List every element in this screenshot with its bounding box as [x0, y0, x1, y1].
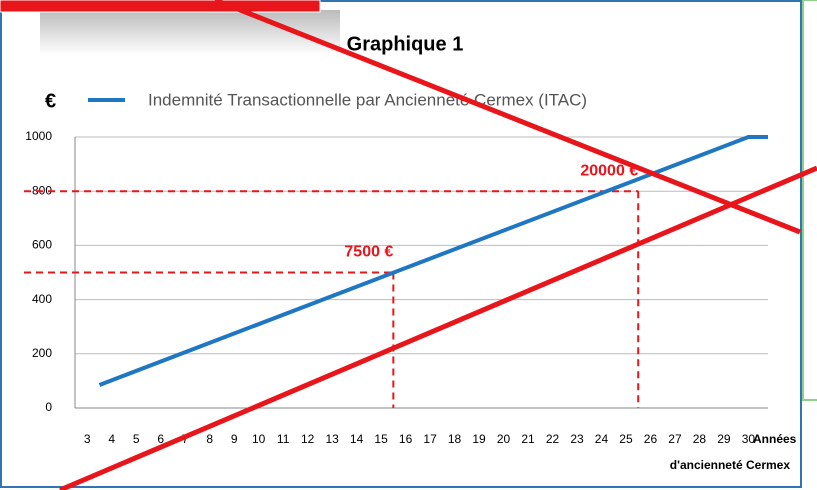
red-tab — [0, 0, 321, 13]
x-tick-label: 5 — [133, 432, 140, 446]
x-tick-label: 27 — [668, 432, 682, 446]
x-tick-label: 22 — [546, 432, 560, 446]
y-tick-label: 200 — [32, 346, 52, 360]
frame — [0, 0, 802, 488]
x-tick-label: 26 — [644, 432, 658, 446]
y-tick-label: 1000 — [25, 129, 52, 143]
x-tick-label: 11 — [277, 432, 290, 446]
x-tick-label: 8 — [206, 432, 213, 446]
x-tick-label: 28 — [693, 432, 707, 446]
x-axis-label: Années — [753, 432, 797, 446]
x-tick-label: 9 — [231, 432, 238, 446]
x-tick-label: 13 — [325, 432, 339, 446]
legend-label: Indemnité Transactionnelle par Anciennet… — [148, 90, 587, 109]
annotation: 7500 € — [344, 244, 393, 261]
x-tick-label: 6 — [157, 432, 164, 446]
x-tick-label: 19 — [472, 432, 486, 446]
y-tick-label: 600 — [32, 238, 52, 252]
chart-title: Graphique 1 — [347, 33, 464, 55]
x-tick-label: 18 — [448, 432, 462, 446]
x-tick-label: 12 — [301, 432, 315, 446]
shadow — [40, 10, 340, 55]
x-tick-label: 10 — [252, 432, 266, 446]
x-tick-label: 4 — [108, 432, 115, 446]
cross-line — [214, 0, 801, 235]
x-tick-label: 21 — [521, 432, 535, 446]
x-tick-label: 17 — [423, 432, 437, 446]
cross-line — [59, 165, 817, 490]
x-tick-label: 14 — [350, 432, 364, 446]
line — [98, 135, 768, 387]
x-tick-label: 20 — [497, 432, 511, 446]
y-tick-label: 0 — [45, 400, 52, 414]
side-box — [802, 0, 817, 401]
x-tick-label: 23 — [570, 432, 584, 446]
y-tick-label: 400 — [32, 292, 52, 306]
x-tick-label: 29 — [717, 432, 731, 446]
plot: 0200400600800100034567891011121314151617… — [24, 90, 768, 446]
x-tick-label: 30 — [742, 432, 756, 446]
y-axis-label: € — [45, 90, 56, 112]
x-tick-label: 15 — [374, 432, 388, 446]
annotation: 20000 € — [580, 162, 638, 179]
x-tick-label: 3 — [84, 432, 91, 446]
x-tick-label: 16 — [399, 432, 413, 446]
x-tick-label: 24 — [595, 432, 609, 446]
x-axis-label: d'ancienneté Cermex — [670, 458, 791, 472]
x-tick-label: 25 — [619, 432, 633, 446]
